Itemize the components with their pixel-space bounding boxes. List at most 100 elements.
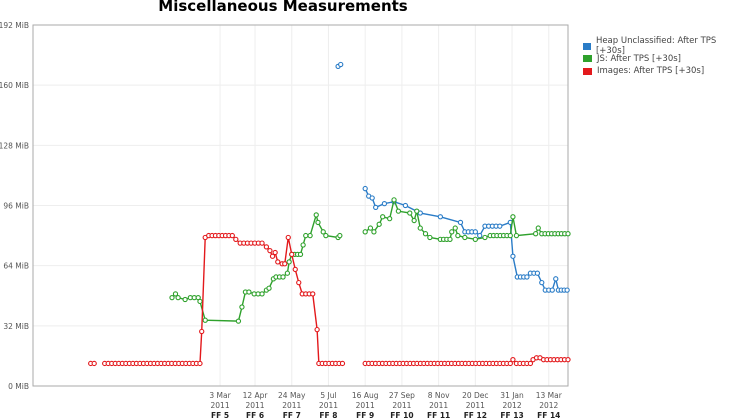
data-point — [266, 285, 272, 291]
data-point — [269, 253, 276, 259]
data-point — [202, 317, 208, 323]
data-point — [307, 232, 313, 239]
data-point — [310, 291, 316, 297]
data-point — [510, 357, 516, 363]
x-tick-year: 2011 — [429, 401, 448, 410]
data-point — [239, 304, 245, 310]
legend-swatch — [583, 42, 591, 50]
data-point — [267, 247, 273, 254]
legend: Heap Unclassified: After TPS [+30s] JS: … — [583, 36, 730, 78]
x-tick-year: 2011 — [319, 401, 338, 410]
legend-label: Images: After TPS [+30s] — [597, 66, 705, 77]
data-point — [259, 291, 265, 297]
y-tick-label: 160 MiB — [0, 81, 29, 90]
data-point — [229, 232, 235, 239]
data-point — [296, 279, 302, 286]
data-point — [314, 326, 320, 333]
x-tick-release: FF 7 — [283, 411, 301, 418]
data-point — [373, 204, 379, 211]
data-point — [564, 287, 570, 293]
x-tick-release: FF 6 — [246, 411, 264, 418]
data-point — [534, 270, 541, 276]
data-point — [182, 296, 188, 303]
data-point — [411, 217, 417, 224]
data-point — [280, 274, 286, 280]
x-tick-year: 2011 — [466, 401, 485, 410]
y-tick-label: 0 MiB — [8, 382, 29, 391]
data-point — [263, 244, 270, 250]
legend-swatch — [583, 67, 592, 75]
x-tick-release: FF 11 — [427, 411, 450, 418]
y-tick-label: 192 MiB — [0, 21, 29, 30]
data-point — [381, 200, 388, 207]
legend-item-heap[interactable]: Heap Unclassified: After TPS [+30s] — [583, 36, 730, 56]
data-point — [197, 298, 203, 305]
data-point — [472, 236, 478, 242]
data-point — [272, 249, 278, 256]
legend-item-js[interactable]: JS: After TPS [+30s] — [583, 53, 730, 66]
data-point — [339, 360, 346, 367]
data-point — [477, 232, 483, 239]
x-tick-release: FF 8 — [319, 411, 337, 418]
x-tick-release: FF 12 — [464, 411, 487, 418]
data-point — [275, 259, 281, 265]
data-point — [303, 232, 309, 239]
x-tick-release: FF 14 — [537, 411, 560, 418]
data-point — [462, 234, 468, 241]
data-point — [535, 225, 541, 231]
y-tick-label: 64 MiB — [3, 262, 29, 271]
data-point — [395, 208, 402, 214]
data-point — [369, 195, 375, 201]
x-tick-year: 2011 — [282, 401, 301, 410]
data-point — [437, 214, 444, 220]
data-point — [292, 266, 298, 273]
plot-frame — [32, 24, 569, 387]
data-point — [407, 210, 413, 216]
data-point — [282, 261, 288, 267]
series-line — [104, 234, 343, 365]
data-point — [300, 242, 306, 248]
x-tick-date: 12 Apr — [243, 391, 269, 400]
data-point — [527, 360, 534, 367]
x-tick-year: 2011 — [245, 401, 264, 410]
data-point — [362, 229, 368, 235]
chart-title: Miscellaneous Measurements — [158, 0, 408, 15]
legend-label: JS: After TPS [+30s] — [597, 53, 681, 64]
data-point — [172, 291, 179, 297]
data-point — [391, 197, 397, 203]
x-tick-date: 8 Nov — [428, 391, 450, 400]
data-point — [565, 357, 571, 363]
data-point — [197, 360, 203, 367]
data-point — [565, 231, 571, 237]
data-point — [553, 276, 559, 282]
y-tick-label: 96 MiB — [3, 202, 29, 211]
data-point — [482, 234, 488, 241]
data-point — [286, 259, 292, 265]
data-point — [362, 185, 368, 192]
data-point — [297, 251, 304, 258]
data-point — [175, 294, 181, 301]
x-tick-date: 20 Dec — [462, 391, 488, 400]
data-point — [246, 289, 252, 295]
data-point — [259, 240, 265, 246]
data-point — [313, 212, 319, 218]
data-point — [233, 236, 239, 242]
data-point — [449, 229, 455, 235]
data-point — [472, 229, 478, 235]
data-point — [199, 328, 205, 335]
data-point — [376, 221, 382, 227]
data-point — [422, 231, 429, 237]
data-point — [337, 232, 343, 239]
data-point — [285, 234, 291, 241]
legend-item-images[interactable]: Images: After TPS [+30s] — [583, 65, 730, 78]
x-tick-date: 27 Sep — [389, 391, 415, 400]
legend-swatch — [583, 55, 592, 63]
x-tick-release: FF 9 — [356, 411, 374, 418]
data-point — [524, 274, 530, 280]
data-point — [427, 234, 433, 241]
x-tick-date: 31 Jan — [500, 391, 524, 400]
x-tick-date: 3 Mar — [209, 391, 231, 400]
data-point — [452, 225, 458, 231]
data-point — [367, 225, 374, 231]
